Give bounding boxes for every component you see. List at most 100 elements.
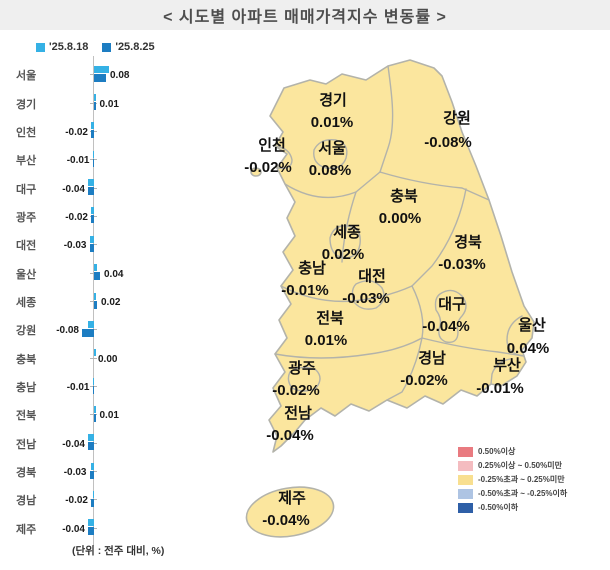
bar-series1	[88, 519, 94, 527]
bar-value-label: -0.02	[65, 211, 88, 223]
bar-series1	[94, 349, 96, 357]
bar-series2	[89, 470, 94, 479]
map-region-name: 울산	[518, 317, 546, 334]
bar-value-label: 0.08	[110, 70, 130, 82]
map-region-value: -0.02%	[400, 372, 448, 389]
map-region-name: 충북	[390, 188, 418, 205]
map-region-value: 0.04%	[507, 340, 550, 357]
border-chungbuk-chungnam	[341, 191, 357, 263]
map-region-name: 인천	[258, 136, 286, 154]
bar-value-label: -0.03	[63, 467, 87, 479]
bar-series2	[92, 158, 94, 167]
bar-series2	[94, 272, 100, 281]
map-region-name: 세종	[333, 224, 361, 241]
bar-category-label: 전북	[16, 410, 37, 423]
series2-color-swatch	[102, 42, 112, 52]
bar-category-label: 대구	[16, 183, 37, 196]
bar-category-label: 울산	[16, 268, 37, 281]
map-region-name: 경북	[454, 233, 482, 251]
korea-map-svg: 경기 0.01% 인천 -0.02% 서울 0.08% 강원 -0.08% 충북…	[244, 59, 550, 538]
bar-series1	[94, 292, 96, 300]
legend-label: -0.50%이하	[478, 503, 519, 512]
legend-label: 0.25%이상 ~ 0.50%미만	[478, 461, 562, 470]
bar-category-label: 충남	[16, 382, 37, 395]
axis-tick	[90, 272, 97, 274]
axis-tick	[90, 74, 97, 76]
bar-series2	[89, 243, 94, 252]
border-gyeongbuk-gyeongnam	[421, 337, 525, 357]
bar-series1	[88, 179, 94, 187]
bar-category-label: 부산	[16, 155, 37, 168]
legend-swatch-darkblue	[458, 502, 473, 513]
bar-category-label: 광주	[16, 211, 37, 224]
map-region-name: 경기	[319, 91, 347, 109]
legend-item-series2: '25.8.25	[102, 41, 155, 53]
map-region-name: 전남	[284, 405, 312, 422]
legend-swatch-red	[458, 446, 473, 457]
bar-category-label: 대전	[16, 240, 37, 253]
map-legend-row: 0.50%이상	[458, 446, 567, 457]
map-region-name: 전북	[316, 310, 344, 327]
map-region-name: 대전	[358, 268, 386, 285]
busan-border	[490, 358, 511, 385]
border-jeonbuk-south	[274, 337, 423, 359]
map-region-value: -0.08%	[424, 134, 472, 151]
bar-value-label: -0.08	[56, 325, 79, 337]
seoul-shape	[313, 139, 348, 169]
bar-series1	[88, 320, 94, 328]
daegu-shape	[434, 289, 467, 343]
bar-value-label: -0.03	[63, 240, 87, 252]
map-color-legend: 0.50%이상 0.25%이상 ~ 0.50%미만 -0.25%초과 ~ 0.2…	[458, 446, 567, 513]
bar-value-label: -0.02	[65, 126, 88, 138]
bar-series2	[94, 300, 97, 309]
page-title-band: < 시도별 아파트 매매가격지수 변동률 >	[0, 0, 610, 30]
bar-series2	[91, 130, 94, 139]
map-region-value: -0.01%	[476, 380, 524, 397]
series1-color-swatch	[36, 42, 45, 52]
map-region-name: 충남	[298, 260, 326, 277]
daejeon-shape	[351, 280, 385, 310]
series1-label: '25.8.18	[49, 41, 89, 53]
bar-value-label: -0.02	[65, 495, 88, 507]
map-region-value: -0.04%	[266, 427, 314, 444]
incheon-island	[250, 167, 262, 177]
legend-item-series1: '25.8.18	[36, 41, 88, 53]
axis-tick	[90, 357, 97, 359]
map-legend-row: 0.25%이상 ~ 0.50%미만	[458, 460, 567, 471]
legend-label: -0.50%초과 ~ -0.25%이하	[478, 489, 568, 498]
legend-swatch-pink	[458, 460, 473, 471]
map-region-value: 0.00%	[379, 210, 422, 227]
bar-series2	[91, 498, 94, 507]
map-legend-row: -0.25%초과 ~ 0.25%미만	[458, 474, 567, 485]
axis-tick	[90, 301, 97, 302]
bar-category-label: 제주	[16, 523, 37, 536]
map-legend-row: -0.50%초과 ~ -0.25%이하	[458, 488, 567, 499]
incheon-border	[274, 145, 293, 170]
map-region-value: 0.08%	[309, 162, 352, 179]
bar-category-label: 세종	[16, 297, 37, 309]
bar-value-label: 0.04	[104, 268, 124, 280]
bar-category-label: 충북	[16, 353, 37, 366]
bar-series2	[94, 73, 106, 82]
border-gyeonggi-gangwon	[379, 65, 394, 173]
bar-series2	[82, 328, 94, 337]
bar-category-label: 경남	[16, 495, 37, 508]
border-chungnam-jeonbuk	[280, 285, 413, 303]
bar-series1	[91, 462, 94, 470]
map-region-value: -0.03%	[342, 290, 390, 307]
border-jeonnam-gyeongnam	[386, 337, 423, 401]
bar-series1	[94, 264, 97, 272]
map-region-name: 대구	[438, 296, 466, 313]
bar-series2	[88, 527, 94, 536]
bar-category-label: 서울	[16, 70, 37, 83]
bar-value-label: -0.04	[62, 523, 85, 535]
axis-tick	[90, 414, 97, 416]
region-bar-chart: 서울 0.08 경기 0.01 인천 -0.02 부산 -0.01 대구 -0.04 광주 -0.02…	[0, 56, 186, 546]
bar-series2	[94, 413, 96, 422]
bar-series1	[92, 490, 94, 498]
bar-category-label: 전남	[16, 438, 37, 451]
legend-label: 0.50%이상	[478, 447, 516, 456]
map-region-name: 서울	[318, 140, 346, 157]
axis-tick	[90, 102, 97, 104]
map-region-value: -0.02%	[272, 382, 320, 399]
